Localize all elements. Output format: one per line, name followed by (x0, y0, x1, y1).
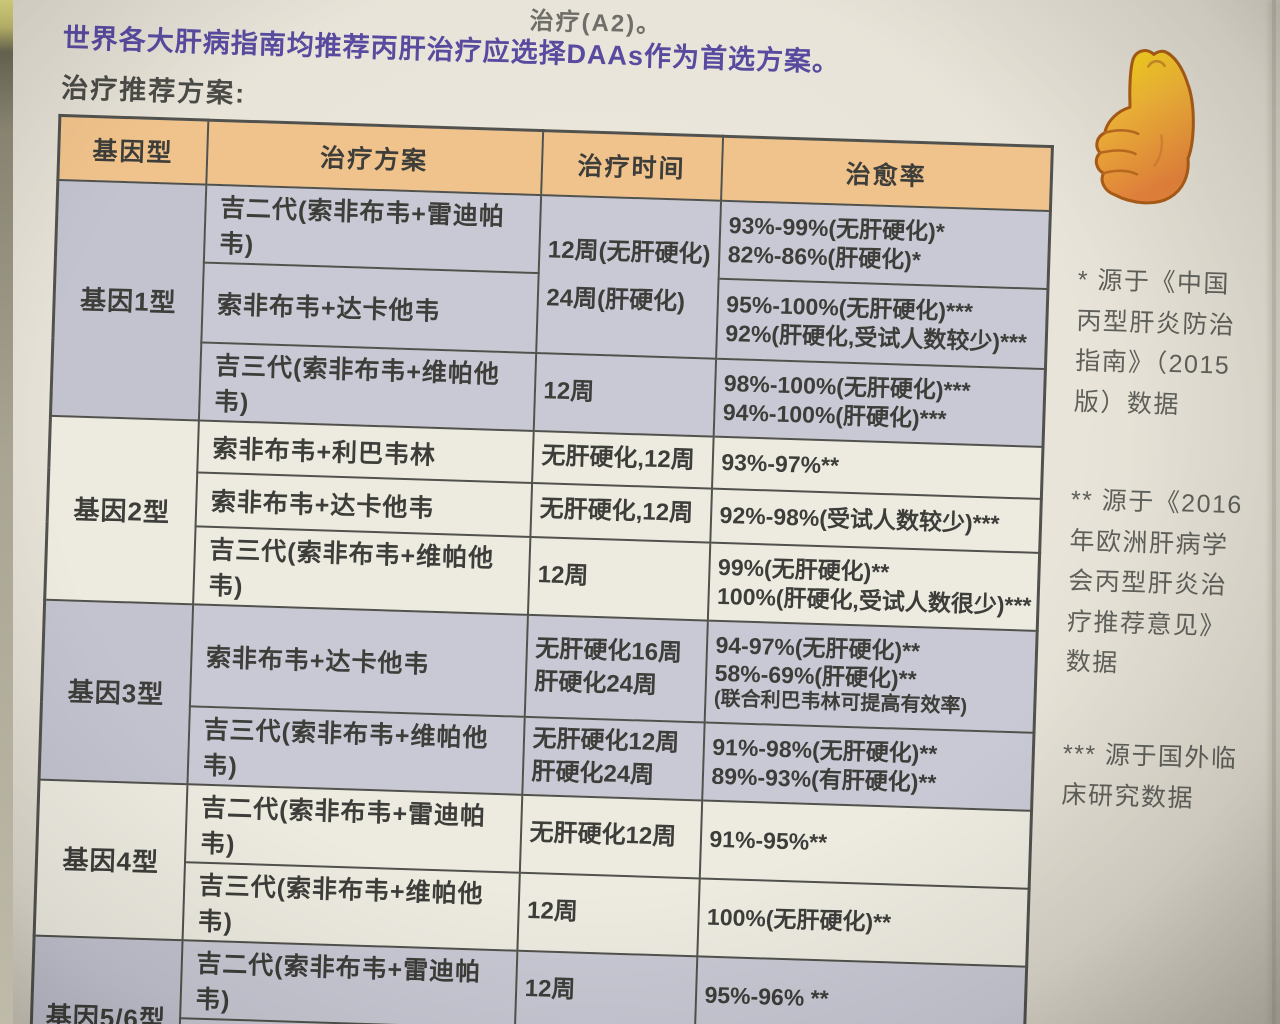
header-cell-cure-rate: 治愈率 (720, 136, 1053, 211)
time-cell: 无肝硬化12周 肝硬化24周 (521, 716, 705, 800)
cure-line: 93%-97%** (720, 449, 840, 480)
cure-line: 92%-98%(受试人数较少)*** (719, 502, 1000, 538)
plan-cell: 吉三代(索非布韦+维帕他韦) (192, 525, 530, 615)
plan-cell: 吉二代(索非布韦+雷迪帕韦) (184, 783, 522, 873)
time-line: 12周(无肝硬化) (547, 235, 711, 268)
plan-cell: 吉二代(索非布韦+雷迪帕韦) (203, 184, 541, 273)
time-cell: 无肝硬化,12周 (529, 482, 712, 543)
genotype-cell: 基因2型 (44, 415, 199, 604)
time-line: 肝硬化24周 (531, 757, 655, 789)
header-cell-genotype: 基因型 (57, 115, 208, 185)
genotype-cell: 基因4型 (34, 779, 187, 940)
time-cell: 无肝硬化12周 (519, 794, 702, 878)
plan-cell: 吉三代(索非布韦+维帕他韦) (186, 705, 525, 795)
footnote-china-guideline: * 源于《中国丙型肝炎防治指南》（2015版）数据 (1073, 265, 1236, 419)
time-cell: 12周 (533, 352, 716, 437)
footnote-easl-2016: ** 源于《2016年欧洲肝病学会丙型肝炎治疗推荐意见》数据 (1065, 485, 1244, 678)
cure-line: 100%(无肝硬化)** (706, 904, 892, 936)
genotype-cell: 基因5/6型 (29, 935, 183, 1024)
cure-cell: 93%-99%(无肝硬化)* 82%-86%(肝硬化)* (718, 200, 1051, 289)
time-cell: 无肝硬化,12周 (531, 430, 714, 489)
plan-cell: 索非布韦+达卡他韦 (200, 262, 539, 353)
cure-cell: 99%(无肝硬化)** 100%(肝硬化,受试人数很少)*** (707, 542, 1040, 631)
cure-cell: 95%-96% ** (694, 955, 1027, 1024)
time-cell: 无肝硬化16周 肝硬化24周 (524, 614, 708, 722)
cure-line: 95%-96% ** (704, 982, 829, 1012)
time-line: 肝硬化24周 (533, 667, 658, 699)
time-line: 无肝硬化16周 (534, 635, 683, 667)
plan-cell: 索非布韦+达卡他韦 (189, 603, 528, 717)
time-cell: 12周 (516, 872, 700, 956)
cure-cell: 94-97%(无肝硬化)** 58%-69%(肝硬化)** (联合利巴韦林可提高… (704, 620, 1038, 733)
genotype-cell: 基因3型 (39, 599, 193, 784)
header-cell-duration: 治疗时间 (540, 130, 723, 201)
plan-cell: 吉三代(索非布韦+维帕他韦) (182, 861, 520, 951)
cure-line: 91%-95%** (709, 826, 828, 856)
time-cell: 12周(无肝硬化) 24周(肝硬化) (535, 194, 721, 359)
header-cell-plan: 治疗方案 (205, 120, 543, 195)
cure-cell: 91%-98%(无肝硬化)** 89%-93%(有肝硬化)** (701, 721, 1035, 811)
plan-cell: 吉三代(索非布韦+维帕他韦) (198, 341, 536, 431)
cure-cell: 100%(无肝硬化)** (696, 877, 1030, 967)
treatment-table: 基因型 治疗方案 治疗时间 治愈率 基因1型 吉二代(索非布韦+雷迪帕韦) 12… (27, 113, 1054, 1024)
time-cell: 12周 (514, 950, 697, 1024)
time-line: 24周(肝硬化) (546, 283, 686, 316)
cure-cell: 91%-95%** (699, 799, 1032, 889)
time-line: 无肝硬化12周 (532, 725, 680, 757)
footnote-foreign-clinical: *** 源于国外临床研究数据 (1061, 739, 1238, 813)
time-cell: 12周 (527, 536, 710, 621)
plan-cell: 吉二代(索非布韦+雷迪帕韦) (179, 939, 517, 1024)
cure-cell: 98%-100%(无肝硬化)*** 94%-100%(肝硬化)*** (713, 358, 1046, 447)
cure-cell: 95%-100%(无肝硬化)*** 92%(肝硬化,受试人数较少)*** (715, 278, 1048, 369)
genotype-cell: 基因1型 (50, 179, 206, 420)
thumbs-up-icon (1094, 49, 1195, 205)
section-title: 治疗推荐方案: (60, 72, 247, 109)
